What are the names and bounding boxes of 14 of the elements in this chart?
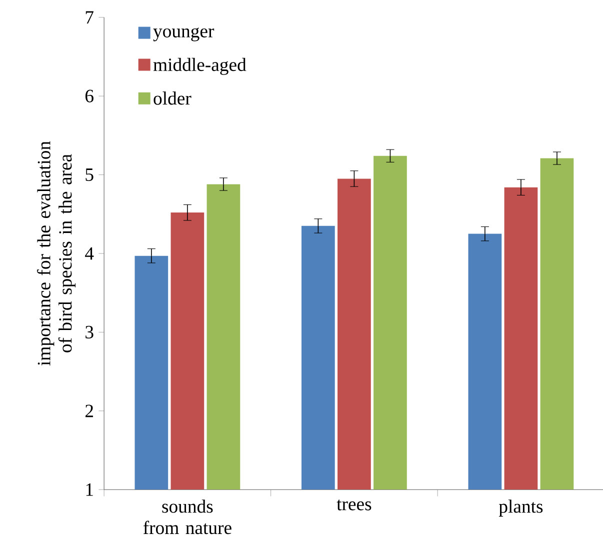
x-tick-label: sounds from nature: [143, 500, 232, 534]
x-tick-label: plants: [498, 500, 543, 517]
y-tick-label: 2: [85, 404, 93, 418]
legend-label: younger: [153, 28, 214, 42]
y-tick-label: 7: [86, 11, 94, 24]
y-tick-label: 3: [86, 326, 94, 338]
y-axis-title: importance for the evaluation of bird species in the area: [37, 141, 76, 366]
y-tick-label: 4: [85, 247, 94, 260]
legend-label: middle-aged: [153, 58, 246, 75]
legend-label: older: [154, 92, 192, 105]
y-tick-label: 1: [86, 483, 93, 496]
y-tick-label: 6: [85, 90, 94, 102]
x-tick-label: trees: [336, 500, 372, 510]
y-tick-label: 5: [86, 168, 94, 181]
